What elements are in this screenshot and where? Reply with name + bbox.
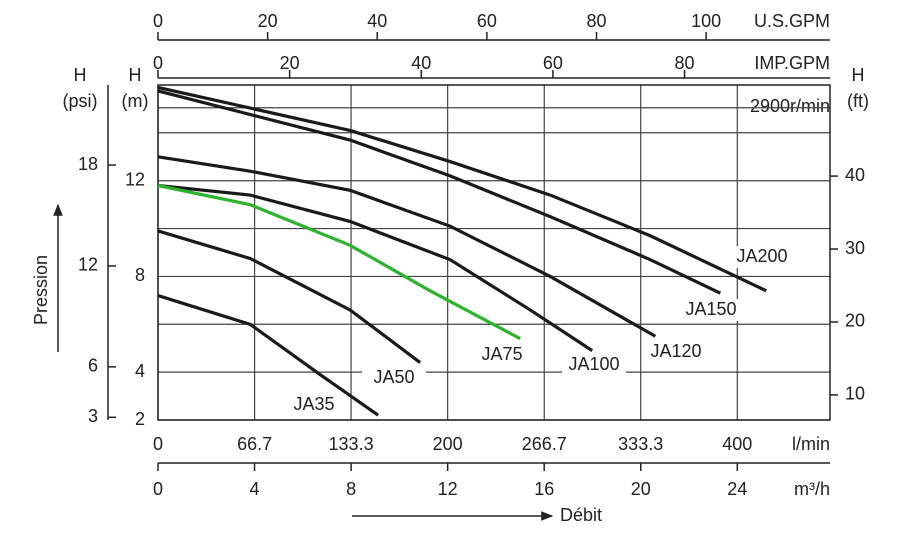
x-tick-label: 60 xyxy=(543,53,563,73)
curve-label-bg xyxy=(562,354,626,376)
curve-label: JA150 xyxy=(685,299,736,319)
x-tick-label: 60 xyxy=(477,11,497,31)
psi-tick-label: 6 xyxy=(88,356,98,376)
pump-curve xyxy=(157,183,521,341)
x-tick-label: 24 xyxy=(727,479,747,499)
x-tick-label: 4 xyxy=(250,479,260,499)
ft-axis-unit: (ft) xyxy=(847,91,869,111)
curve-label-bg xyxy=(470,344,534,366)
curve-label: JA50 xyxy=(373,367,414,387)
ft-tick-label: 40 xyxy=(845,165,865,185)
pressure-label: Pression xyxy=(31,255,51,325)
psi-tick-label: 18 xyxy=(78,154,98,174)
flow-label: Débit xyxy=(560,505,602,525)
psi-tick-label: 12 xyxy=(78,255,98,275)
x-tick-label: 333.3 xyxy=(618,434,663,454)
x-tick-label: 100 xyxy=(691,11,721,31)
ft-tick-label: 20 xyxy=(845,311,865,331)
pump-curve xyxy=(157,155,657,338)
psi-axis-h: H xyxy=(74,65,87,85)
curve-label-bg xyxy=(730,246,794,268)
x-tick-label: 0 xyxy=(153,479,163,499)
x-tick-label: 200 xyxy=(433,434,463,454)
x-tick-label: 20 xyxy=(280,53,300,73)
x-tick-label: 400 xyxy=(722,434,752,454)
curve-label: JA120 xyxy=(650,341,701,361)
x-tick-label: 0 xyxy=(153,11,163,31)
pump-curve xyxy=(157,229,422,364)
x-tick-label: 20 xyxy=(258,11,278,31)
curve-label: JA200 xyxy=(736,246,787,266)
curve-label-bg xyxy=(679,299,743,321)
y-tick-label: 12 xyxy=(125,169,145,189)
ft-axis-h: H xyxy=(852,65,865,85)
pump-curve xyxy=(157,89,722,295)
x-tick-label: 0 xyxy=(153,434,163,454)
x-tick-label: 40 xyxy=(411,53,431,73)
curve-label: JA75 xyxy=(481,344,522,364)
y-tick-label: 2 xyxy=(135,409,145,429)
x-tick-label: 133.3 xyxy=(329,434,374,454)
psi-axis-unit: (psi) xyxy=(63,91,98,111)
curve-label-bg xyxy=(644,341,708,363)
curve-label-bg xyxy=(362,367,426,389)
pump-curve xyxy=(157,183,594,352)
pump-curve xyxy=(157,85,767,293)
plot-frame xyxy=(157,84,831,421)
x-tick-label: 80 xyxy=(675,53,695,73)
curve-label-bg xyxy=(282,394,346,416)
x-tick-label: 20 xyxy=(631,479,651,499)
speed-annotation: 2900r/min xyxy=(750,96,830,116)
m3h-label: m³/h xyxy=(794,479,830,499)
x-tick-label: 266.7 xyxy=(522,434,567,454)
imp-gpm-label: IMP.GPM xyxy=(754,53,830,73)
x-tick-label: 0 xyxy=(153,53,163,73)
lmin-label: l/min xyxy=(792,434,830,454)
pump-curve xyxy=(157,294,380,417)
y-tick-label: 8 xyxy=(135,265,145,285)
psi-tick-label: 3 xyxy=(88,406,98,426)
x-tick-label: 66.7 xyxy=(237,434,272,454)
x-tick-label: 8 xyxy=(346,479,356,499)
x-tick-label: 12 xyxy=(438,479,458,499)
m-axis-h: H xyxy=(129,65,142,85)
us-gpm-label: U.S.GPM xyxy=(754,11,830,31)
curve-label: JA100 xyxy=(568,354,619,374)
x-tick-label: 40 xyxy=(367,11,387,31)
x-tick-label: 80 xyxy=(586,11,606,31)
ft-tick-label: 30 xyxy=(845,238,865,258)
x-tick-label: 16 xyxy=(534,479,554,499)
ft-tick-label: 10 xyxy=(845,384,865,404)
m-axis-unit: (m) xyxy=(122,91,149,111)
y-tick-label: 4 xyxy=(135,361,145,381)
curve-label: JA35 xyxy=(293,394,334,414)
